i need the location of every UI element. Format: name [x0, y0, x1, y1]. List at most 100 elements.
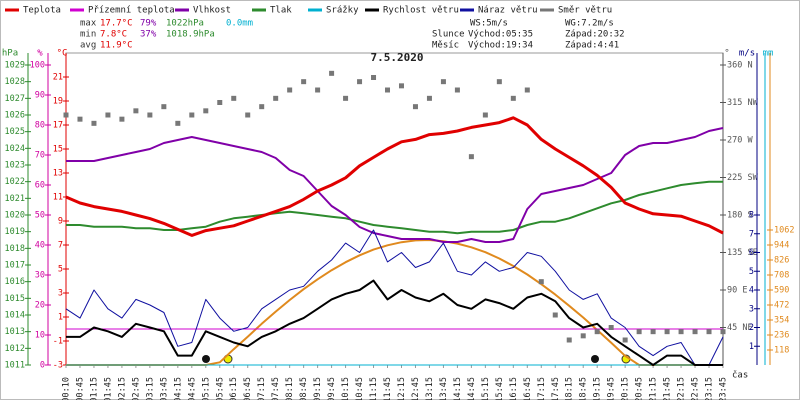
x-tick-label: 16:15: [509, 377, 519, 400]
direction-dot: [538, 279, 544, 285]
direction-dot: [161, 104, 167, 110]
legend-label: Přízemní teplota: [88, 6, 175, 16]
y-tick-label: 3: [749, 304, 754, 314]
direction-dot: [594, 329, 600, 335]
y-tick-label: 1: [58, 313, 63, 323]
direction-dot: [189, 112, 195, 118]
y-tick-label: 17: [53, 121, 63, 131]
direction-dot: [231, 95, 237, 101]
y-tick-label: 3: [58, 289, 63, 299]
x-tick-label: 18:45: [579, 377, 589, 400]
direction-dot: [636, 329, 642, 335]
y-tick-label: 10: [35, 331, 45, 341]
axis-label: hPa: [2, 49, 18, 59]
legend-label: Náraz větru: [478, 6, 538, 16]
info: Východ:05:35: [468, 30, 533, 40]
direction-dot: [580, 333, 586, 339]
y-tick-label: 1020: [5, 211, 25, 221]
y-tick-label: 1028: [5, 77, 25, 87]
y-tick-label: 4: [749, 286, 754, 296]
y-tick-label: 30: [35, 271, 45, 281]
direction-dot: [566, 337, 572, 343]
info: Západ:4:41: [565, 41, 619, 51]
direction-dot: [622, 337, 628, 343]
x-tick-label: 15:45: [495, 377, 505, 400]
y-tick-label: 1026: [5, 111, 25, 121]
y-tick-label: 1012: [5, 344, 25, 354]
x-tick-label: 12:45: [411, 377, 421, 400]
series-line: [66, 279, 723, 366]
series-line: [66, 127, 724, 243]
x-tick-label: 12:15: [397, 377, 407, 400]
x-tick-label: 03:15: [145, 377, 155, 400]
y-tick-label: 360 N: [727, 61, 753, 71]
x-tick-label: 07:15: [257, 377, 267, 400]
y-tick-label: 1021: [5, 194, 25, 204]
y-tick-label: 1015: [5, 294, 25, 304]
axis-label: m/s: [739, 49, 755, 59]
x-tick-label: 05:15: [201, 377, 211, 400]
info: Západ:20:32: [565, 30, 625, 40]
direction-dot: [287, 87, 293, 93]
stat: 7.8°C: [100, 30, 127, 40]
direction-dot: [454, 87, 460, 93]
y-tick-label: -3: [53, 361, 63, 371]
direction-dot: [664, 329, 670, 335]
direction-dot: [315, 87, 321, 93]
y-tick-label: 1016: [5, 277, 25, 287]
y-tick-label: 1019: [5, 227, 25, 237]
y-tick-label: 1018: [5, 244, 25, 254]
x-tick-label: 22:45: [691, 377, 701, 400]
axis-label: °C: [57, 49, 68, 59]
axis-label: °: [724, 49, 729, 59]
direction-dot: [217, 100, 223, 105]
x-tick-label: 00:45: [75, 377, 85, 400]
y-tick-label: 19: [53, 97, 63, 107]
y-tick-label: 5: [749, 267, 754, 277]
series-line: [65, 229, 724, 366]
y-tick-label: 270 W: [727, 136, 753, 146]
x-tick-label: 07:45: [271, 377, 281, 400]
y-tick-label: 80: [35, 121, 45, 131]
stat: 37%: [140, 30, 157, 40]
stat: avg: [80, 41, 96, 51]
direction-dot: [496, 79, 502, 85]
info: Slunce: [432, 30, 465, 40]
x-tick-label: 17:45: [551, 377, 561, 400]
direction-dot: [91, 120, 97, 126]
stat: 1022hPa: [166, 19, 204, 29]
x-tick-label: 22:15: [677, 377, 687, 400]
direction-dot: [608, 325, 614, 330]
y-tick-label: 1062: [774, 226, 794, 236]
info: Měsíc: [432, 41, 459, 51]
y-tick-label: 70: [35, 151, 45, 161]
stat: 79%: [140, 19, 157, 29]
y-tick-label: 100: [30, 61, 45, 71]
series-line: [65, 116, 724, 237]
y-tick-label: 1013: [5, 327, 25, 337]
direction-dot: [77, 116, 83, 122]
y-tick-label: -1: [53, 337, 63, 347]
x-tick-label: 03:45: [159, 377, 169, 400]
direction-dot: [552, 312, 558, 318]
x-tick-label: 21:15: [649, 377, 659, 400]
direction-dot: [147, 112, 153, 118]
x-tick-label: 19:45: [607, 377, 617, 400]
x-tick-label: 10:15: [341, 377, 351, 400]
x-tick-label: 04:45: [187, 377, 197, 400]
y-tick-label: 15: [53, 145, 63, 155]
x-tick-label: 06:45: [243, 377, 253, 400]
y-tick-label: 236: [774, 331, 789, 341]
x-tick-label: 08:45: [299, 377, 309, 400]
y-tick-label: 40: [35, 241, 45, 251]
y-tick-label: 1014: [5, 311, 25, 321]
direction-dot: [650, 329, 656, 335]
y-tick-label: 1022: [5, 177, 25, 187]
x-tick-label: 14:45: [467, 377, 477, 400]
x-tick-label: 08:15: [285, 377, 295, 400]
x-tick-label: 13:15: [425, 377, 435, 400]
x-tick-label: 04:15: [173, 377, 183, 400]
x-tick-label: 05:45: [215, 377, 225, 400]
direction-dot: [510, 95, 516, 101]
x-tick-label: 10:45: [355, 377, 365, 400]
